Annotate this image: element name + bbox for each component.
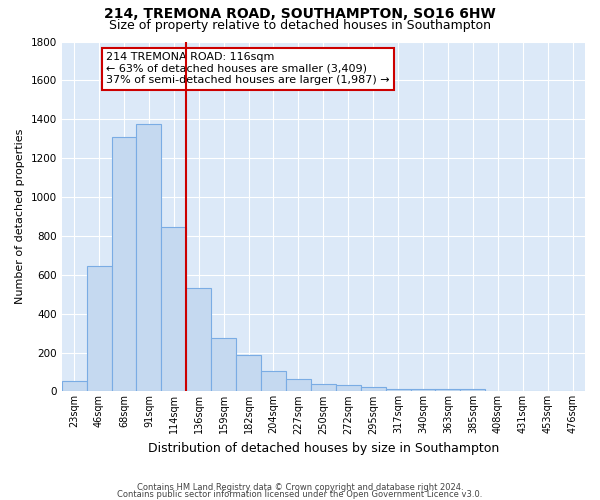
Text: Contains public sector information licensed under the Open Government Licence v3: Contains public sector information licen… xyxy=(118,490,482,499)
Bar xyxy=(436,390,460,392)
Bar xyxy=(410,390,436,392)
Text: Size of property relative to detached houses in Southampton: Size of property relative to detached ho… xyxy=(109,19,491,32)
Bar xyxy=(336,384,361,392)
X-axis label: Distribution of detached houses by size in Southampton: Distribution of detached houses by size … xyxy=(148,442,499,455)
Bar xyxy=(460,389,485,392)
Bar xyxy=(311,384,336,392)
Bar xyxy=(386,388,410,392)
Bar xyxy=(112,136,136,392)
Text: 214, TREMONA ROAD, SOUTHAMPTON, SO16 6HW: 214, TREMONA ROAD, SOUTHAMPTON, SO16 6HW xyxy=(104,8,496,22)
Text: 214 TREMONA ROAD: 116sqm
← 63% of detached houses are smaller (3,409)
37% of sem: 214 TREMONA ROAD: 116sqm ← 63% of detach… xyxy=(106,52,390,85)
Bar xyxy=(261,371,286,392)
Text: Contains HM Land Registry data © Crown copyright and database right 2024.: Contains HM Land Registry data © Crown c… xyxy=(137,484,463,492)
Bar xyxy=(86,266,112,392)
Bar xyxy=(236,356,261,392)
Bar xyxy=(286,379,311,392)
Bar xyxy=(211,338,236,392)
Bar xyxy=(361,386,386,392)
Bar xyxy=(62,380,86,392)
Bar xyxy=(161,227,186,392)
Bar xyxy=(136,124,161,392)
Bar xyxy=(186,288,211,392)
Y-axis label: Number of detached properties: Number of detached properties xyxy=(15,129,25,304)
